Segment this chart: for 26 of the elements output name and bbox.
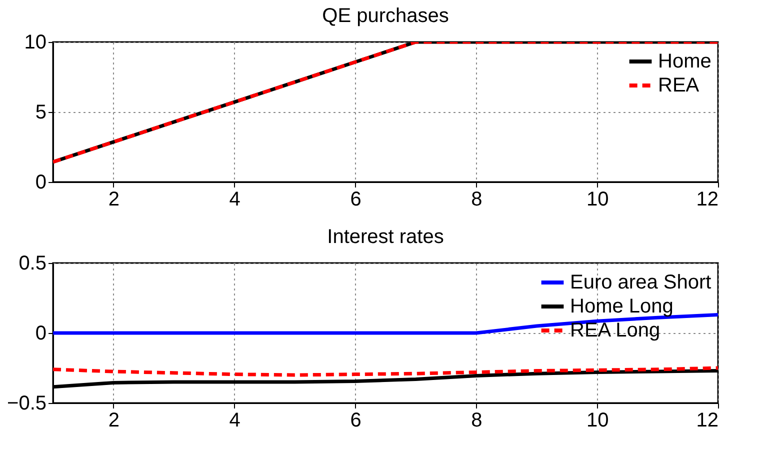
y-tick-label: 0.5 (18, 252, 46, 274)
x-tick-label: 2 (108, 410, 120, 432)
x-tick-label: 10 (586, 188, 609, 210)
line-series (53, 366, 718, 377)
y-tick-label: −0.5 (7, 392, 46, 414)
x-tick-label: 12 (696, 188, 718, 210)
legend-label: REA (658, 74, 700, 96)
x-tick-label: 8 (471, 188, 482, 210)
x-tick-label: 8 (471, 410, 482, 432)
y-tick-label: 0 (35, 172, 46, 194)
y-tick-label: 5 (35, 102, 46, 124)
y-tick-label: 10 (24, 32, 46, 54)
chart-title: QE purchases (322, 5, 449, 27)
chart-title: Interest rates (327, 226, 444, 248)
legend-label: Euro area Short (570, 272, 712, 294)
legend-label: REA Long (570, 320, 660, 342)
x-tick-label: 10 (586, 410, 609, 432)
legend-label: Home (658, 50, 712, 72)
legend-label: Home Long (570, 296, 674, 318)
y-tick-label: 0 (35, 322, 46, 344)
x-tick-label: 4 (229, 410, 240, 432)
x-tick-label: 6 (350, 188, 362, 210)
x-tick-label: 12 (696, 410, 718, 432)
x-tick-label: 2 (108, 188, 120, 210)
x-tick-label: 6 (350, 410, 362, 432)
x-tick-label: 4 (229, 188, 240, 210)
